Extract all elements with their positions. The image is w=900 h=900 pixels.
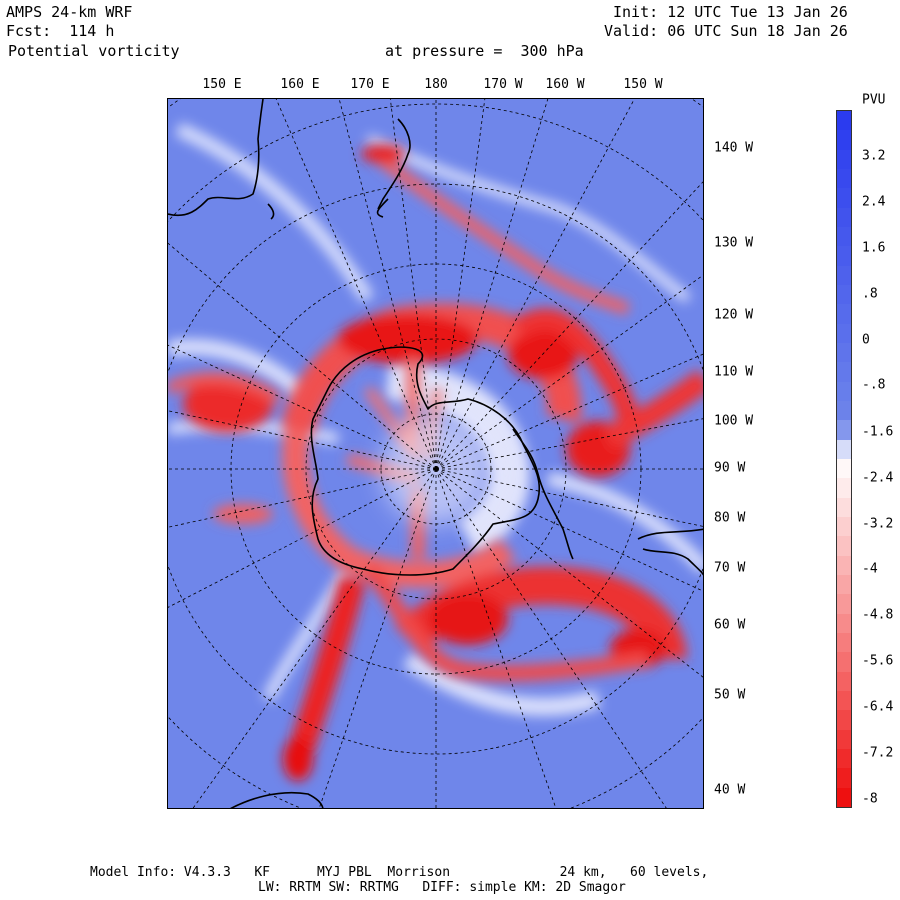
colorbar-segment: [837, 671, 851, 692]
right-axis-label: 40 W: [714, 782, 746, 798]
right-axis-label: 120 W: [714, 307, 754, 323]
colorbar-segment: [837, 169, 851, 189]
colorbar-tick-label: -2.4: [862, 470, 894, 486]
lon-label: 150 W: [623, 77, 663, 92]
colorbar-tick-label: -1.6: [862, 424, 894, 440]
colorbar-segment: [837, 575, 851, 595]
colorbar-segment: [837, 729, 851, 750]
graticule: [168, 99, 703, 808]
colorbar-tick-label: -8: [862, 791, 878, 807]
pv-filaments-white: [168, 122, 703, 716]
lon-label: 160 E: [280, 77, 320, 92]
colorbar-segment: [837, 710, 851, 731]
model-title: AMPS 24-km WRF: [6, 3, 133, 21]
colorbar-tick-label: -4.8: [862, 607, 894, 623]
colorbar-segment: [837, 304, 851, 325]
colorbar-tick-label: .8: [862, 286, 878, 302]
colorbar-tick-label: -3.2: [862, 516, 894, 532]
right-axis-label: 140 W: [714, 140, 754, 156]
colorbar-segment: [837, 111, 851, 131]
colorbar-segment: [837, 439, 851, 460]
right-axis-label: 50 W: [714, 687, 746, 703]
colorbar-segment: [837, 652, 851, 673]
colorbar: [836, 110, 852, 808]
colorbar-segment: [837, 613, 851, 634]
colorbar-segment: [837, 246, 851, 267]
map-svg: [168, 99, 703, 808]
colorbar-segment: [837, 130, 851, 151]
colorbar-segment: [837, 149, 851, 170]
colorbar-segment: [837, 227, 851, 247]
australia-coastline: [168, 99, 264, 217]
model-info-line1: Model Info: V4.3.3 KF MYJ PBL Morrison 2…: [90, 865, 709, 880]
south-america-coastline: [637, 528, 703, 540]
right-axis-label: 110 W: [714, 364, 754, 380]
colorbar-segment: [837, 749, 851, 769]
colorbar-segment: [837, 633, 851, 653]
colorbar-tick-label: -5.6: [862, 653, 894, 669]
colorbar-segment: [837, 497, 851, 518]
pressure-level: at pressure = 300 hPa: [385, 42, 584, 60]
colorbar-segment: [837, 265, 851, 286]
colorbar-segment: [837, 323, 851, 344]
right-axis-label: 70 W: [714, 560, 746, 576]
colorbar-segment: [837, 285, 851, 305]
colorbar-segment: [837, 362, 851, 383]
colorbar-tick-label: 1.6: [862, 240, 886, 256]
colorbar-segment: [837, 517, 851, 537]
colorbar-segment: [837, 768, 851, 789]
colorbar-segment: [837, 691, 851, 711]
colorbar-tick-label: 0: [862, 332, 870, 348]
colorbar-segment: [837, 188, 851, 209]
new-zealand-coastline: [377, 118, 411, 210]
colorbar-tick-label: -4: [862, 561, 878, 577]
colorbar-unit: PVU: [862, 92, 886, 108]
colorbar-segment: [837, 207, 851, 228]
right-axis-label: 130 W: [714, 235, 754, 251]
colorbar-tick-label: 2.4: [862, 194, 886, 210]
colorbar-tick-label: -6.4: [862, 699, 894, 715]
colorbar-segment: [837, 343, 851, 363]
colorbar-segment: [837, 478, 851, 499]
valid-time: Valid: 06 UTC Sun 18 Jan 26: [604, 22, 848, 40]
coastlines: [168, 99, 703, 808]
colorbar-segment: [837, 787, 851, 808]
colorbar-segment: [837, 594, 851, 615]
lon-label: 170 E: [350, 77, 390, 92]
forecast-hour: Fcst: 114 h: [6, 22, 115, 40]
colorbar-segment: [837, 459, 851, 479]
right-axis-label: 90 W: [714, 460, 746, 476]
colorbar-segment: [837, 401, 851, 421]
init-time: Init: 12 UTC Tue 13 Jan 26: [613, 3, 848, 21]
colorbar-tick-label: -.8: [862, 377, 886, 393]
colorbar-tick-label: -7.2: [862, 745, 894, 761]
colorbar-segment: [837, 555, 851, 576]
colorbar-segment: [837, 420, 851, 441]
right-axis-label: 80 W: [714, 510, 746, 526]
colorbar-tick-label: 3.2: [862, 148, 886, 164]
lon-label: 150 E: [202, 77, 242, 92]
right-axis-label: 60 W: [714, 617, 746, 633]
model-info-line2: LW: RRTM SW: RRTMG DIFF: simple KM: 2D S…: [258, 880, 626, 895]
lon-label: 180: [424, 77, 448, 92]
lon-label: 160 W: [545, 77, 585, 92]
right-axis-label: 100 W: [714, 413, 754, 429]
africa-coastline: [230, 791, 324, 808]
lon-label: 170 W: [483, 77, 523, 92]
colorbar-segment: [837, 381, 851, 402]
field-name: Potential vorticity: [8, 42, 180, 60]
antarctica-coastline: [310, 346, 541, 576]
potential-vorticity-map: [167, 98, 704, 809]
colorbar-segment: [837, 536, 851, 557]
